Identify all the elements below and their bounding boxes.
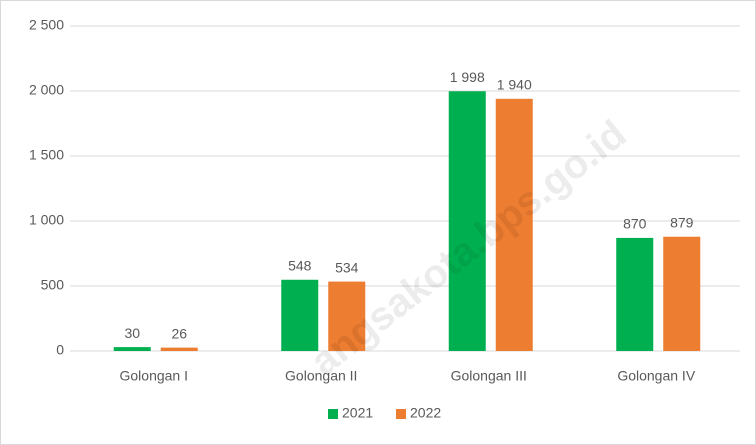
bar (113, 347, 151, 351)
y-tick-label: 0 (56, 342, 64, 358)
data-label: 548 (288, 257, 312, 273)
x-tick-label: Golongan III (451, 368, 527, 384)
legend-label: 2021 (342, 405, 373, 421)
data-label: 1 940 (497, 77, 532, 93)
x-tick-label: Golongan II (285, 368, 357, 384)
y-tick-label: 1 500 (29, 147, 64, 163)
data-label: 1 998 (450, 69, 485, 85)
bar (616, 237, 654, 351)
y-tick-label: 2 500 (29, 17, 64, 33)
data-label: 534 (335, 259, 359, 275)
data-label: 30 (124, 325, 140, 341)
bar (328, 281, 366, 351)
x-tick-label: Golongan I (120, 368, 189, 384)
legend-swatch (396, 409, 406, 419)
bar (663, 236, 701, 351)
legend-label: 2022 (410, 405, 441, 421)
bar (495, 98, 533, 351)
data-label: 879 (670, 214, 694, 230)
y-tick-label: 1 000 (29, 212, 64, 228)
bar (448, 91, 486, 351)
legend-swatch (328, 409, 338, 419)
bar (281, 279, 319, 351)
bar (160, 347, 198, 351)
data-label: 26 (171, 325, 187, 341)
data-label: 870 (623, 216, 647, 232)
y-tick-label: 500 (41, 277, 65, 293)
x-tick-label: Golongan IV (617, 368, 695, 384)
y-tick-label: 2 000 (29, 82, 64, 98)
